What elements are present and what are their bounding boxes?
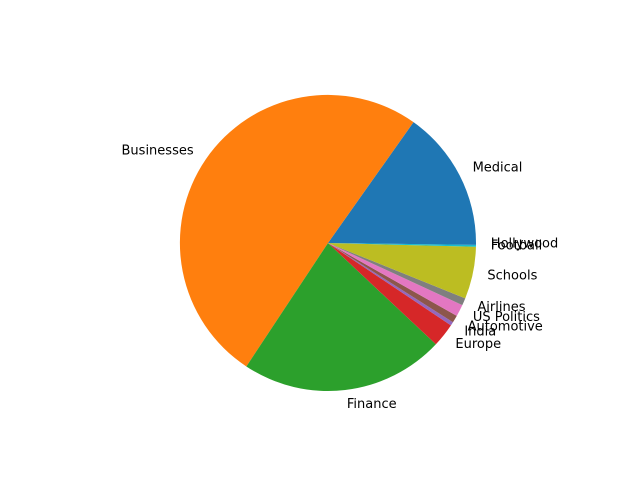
pie-slice-businesses (179, 94, 414, 367)
pie-slice-hollywood (328, 243, 477, 245)
pie-label-football: Football (491, 239, 542, 254)
pie-labels: Medical Businesses Finance EuropeIndiaAutom… (122, 144, 559, 413)
pie-label-us-politics: US Politics (473, 310, 540, 325)
pie-slice-airlines (328, 243, 466, 306)
pie-label-schools: Schools (487, 269, 537, 284)
pie-slice-medical (328, 122, 476, 243)
pie-label-finance: Finance (347, 397, 397, 412)
pie-slice-automotive (328, 243, 457, 323)
pie-slice-schools (328, 243, 476, 299)
pie-label-airlines: Airlines (477, 300, 525, 315)
pie-slices (179, 94, 477, 391)
pie-slice-football (328, 243, 476, 247)
pie-label-hollywood: Hollywood (491, 237, 558, 252)
pie-label-businesses: Businesses (122, 144, 194, 159)
pie-slice-us-politics (328, 243, 463, 316)
pie-label-india: India (464, 324, 496, 339)
pie-label-medical: Medical (473, 161, 523, 176)
pie-label-europe: Europe (455, 337, 501, 352)
pie-slice-finance (246, 243, 436, 391)
pie-slice-india (328, 243, 453, 326)
pie-label-automotive: Automotive (468, 319, 543, 334)
pie-slice-europe (328, 243, 451, 345)
